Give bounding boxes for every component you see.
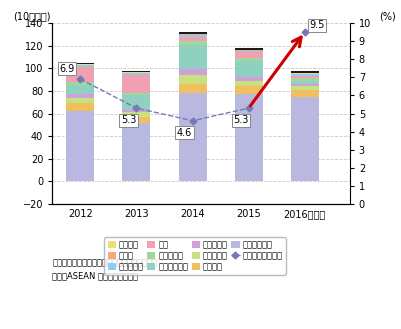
Bar — [234, 77, 262, 81]
Bar — [234, 58, 262, 62]
Bar — [66, 98, 94, 103]
Text: (10億ドル): (10億ドル) — [14, 11, 51, 21]
Bar — [234, 94, 262, 181]
Text: 5.3: 5.3 — [233, 115, 248, 125]
Bar — [178, 44, 206, 69]
Bar — [178, 32, 206, 34]
Bar — [122, 95, 150, 110]
Bar — [122, 110, 150, 113]
Bar — [178, 37, 206, 41]
Bar — [122, 75, 150, 93]
Bar — [290, 86, 318, 90]
Bar — [290, 73, 318, 74]
Bar — [290, 71, 318, 73]
Text: 5.3: 5.3 — [120, 115, 136, 125]
Bar — [234, 81, 262, 86]
Bar — [178, 93, 206, 181]
Bar — [122, 70, 150, 72]
Bar — [66, 111, 94, 181]
Text: 4.6: 4.6 — [176, 128, 192, 138]
Bar — [290, 81, 318, 84]
Bar — [290, 76, 318, 78]
Bar — [290, 74, 318, 76]
Text: 6.9: 6.9 — [59, 64, 74, 74]
Bar — [122, 72, 150, 73]
Bar — [290, 90, 318, 96]
Bar — [66, 94, 94, 98]
Bar — [122, 93, 150, 95]
Bar — [122, 122, 150, 181]
Bar — [66, 63, 94, 64]
Bar — [66, 85, 94, 94]
Bar — [66, 64, 94, 65]
Bar — [66, 67, 94, 82]
Bar — [122, 117, 150, 122]
Text: 資料：ASEAN 事務局から作成。: 資料：ASEAN 事務局から作成。 — [52, 271, 138, 280]
Text: 備考：フローベース。中国は本土のみの数値。: 備考：フローベース。中国は本土のみの数値。 — [52, 258, 157, 267]
Bar — [66, 82, 94, 85]
Bar — [234, 62, 262, 77]
Bar — [290, 96, 318, 181]
Bar — [234, 52, 262, 58]
Bar — [66, 65, 94, 67]
Bar — [178, 34, 206, 35]
Text: 9.5: 9.5 — [308, 20, 324, 30]
Bar — [234, 50, 262, 51]
Bar — [234, 48, 262, 50]
Bar — [178, 84, 206, 93]
Bar — [66, 103, 94, 111]
Bar — [122, 113, 150, 117]
Legend: ブルネイ, ラオス, カンボジア, タイ, ミャンマー, インドネシア, フィリピン, マレーシア, ベトナム, シンガポール, 中国の占める割合: ブルネイ, ラオス, カンボジア, タイ, ミャンマー, インドネシア, フィリ… — [104, 237, 285, 275]
Bar — [234, 51, 262, 52]
Bar — [178, 41, 206, 44]
Bar — [290, 78, 318, 81]
Bar — [234, 86, 262, 94]
Bar — [122, 73, 150, 75]
Bar — [178, 69, 206, 75]
Bar — [178, 35, 206, 37]
Bar — [178, 75, 206, 84]
Text: (%): (%) — [379, 11, 395, 21]
Bar — [290, 84, 318, 86]
